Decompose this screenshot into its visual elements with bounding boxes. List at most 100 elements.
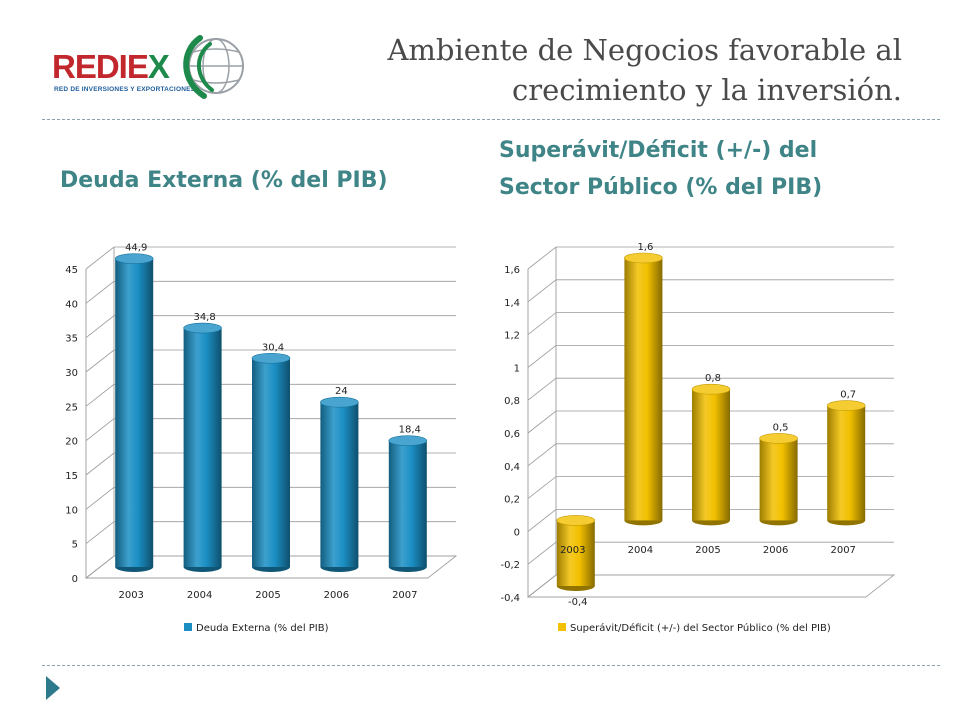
gridline (527, 541, 894, 565)
subtitle-right-line-2: Sector Público (% del PIB) (499, 175, 823, 200)
y-tick-label: 1,2 (504, 331, 520, 342)
page-title: Ambiente de Negocios favorable al crecim… (282, 30, 902, 110)
data-label: 30,4 (262, 342, 284, 353)
bar-2003 (556, 515, 596, 591)
rediex-logo: REDIEX RED DE INVERSIONES Y EXPORTACIONE… (52, 30, 252, 102)
y-tick-label: 0 (72, 574, 78, 585)
bar-body (388, 440, 427, 567)
gridline (527, 312, 894, 335)
bar-2006 (320, 396, 359, 572)
x-tick-label: 2006 (324, 590, 349, 601)
bar-2006 (759, 433, 798, 526)
legend: Superávit/Déficit (+/-) del Sector Públi… (558, 622, 831, 634)
bar-top (320, 396, 359, 408)
x-tick-label: 2006 (763, 545, 788, 556)
x-tick-label: 2007 (392, 590, 417, 601)
x-tick-label: 2003 (560, 545, 585, 556)
bar-2007 (826, 400, 866, 526)
data-label: 44,9 (125, 243, 147, 254)
bar-body (252, 358, 290, 567)
x-tick-label: 2005 (255, 590, 280, 601)
title-line-2: crecimiento y la inversión. (512, 73, 902, 107)
subtitle-right-line-1: Superávit/Déficit (+/-) del (499, 138, 818, 163)
bar-2004 (624, 252, 663, 526)
bar-2007 (388, 435, 428, 572)
legend: Deuda Externa (% del PIB) (184, 623, 329, 634)
bar-top (691, 383, 731, 395)
y-tick-label: 1 (514, 363, 520, 374)
gridline (85, 349, 456, 373)
logo-subtitle: RED DE INVERSIONES Y EXPORTACIONES (54, 86, 196, 93)
y-tick-label: 0 (514, 527, 520, 538)
y-tick-label: -0,4 (500, 593, 520, 604)
gridline (527, 279, 894, 303)
next-slide-arrow-icon[interactable] (46, 676, 60, 700)
bar-top (183, 322, 222, 334)
y-tick-label: 15 (65, 471, 78, 482)
bar-body (183, 328, 222, 567)
data-label: 24 (335, 386, 348, 397)
x-tick-label: 2005 (695, 545, 720, 556)
legend-swatch (558, 623, 566, 631)
subtitle-left: Deuda Externa (% del PIB) (60, 168, 388, 193)
bar-top (251, 352, 291, 364)
legend-label: Deuda Externa (% del PIB) (196, 623, 329, 634)
y-tick-label: 45 (65, 265, 78, 276)
y-tick-label: 40 (65, 299, 78, 310)
bar-2005 (691, 383, 731, 526)
bar-body (624, 258, 663, 521)
bar-body (320, 402, 359, 567)
data-label: 0,5 (773, 422, 789, 433)
chart-deuda-externa: 0 5 10 15 20 25 30 35 40 45 44,9 2003 34,8 2004 30,4 20… (65, 243, 458, 634)
bar-body (115, 258, 154, 567)
bar-body (827, 405, 866, 521)
bar-body (759, 438, 798, 521)
y-tick-label: 35 (65, 334, 78, 345)
data-label: 0,8 (705, 373, 721, 384)
gridline (85, 383, 456, 407)
bar-body (692, 389, 730, 521)
gridline (527, 345, 894, 368)
gridline (527, 246, 894, 270)
y-tick-label: -0,2 (500, 560, 520, 571)
y-tick-label: 0,8 (504, 396, 520, 407)
data-label: -0,4 (568, 597, 588, 608)
gridline (85, 280, 456, 304)
gridline (527, 377, 894, 401)
y-tick-label: 1,6 (504, 265, 520, 276)
data-label: 34,8 (193, 312, 215, 323)
y-tick-label: 1,4 (504, 298, 520, 309)
data-label: 1,6 (637, 242, 653, 253)
bottom-divider (42, 665, 940, 666)
gridline (85, 246, 456, 270)
bar-2005 (251, 352, 291, 572)
bar-2004 (183, 322, 222, 572)
gridline (527, 410, 894, 434)
y-tick-label: 0,4 (504, 462, 520, 473)
bar-top (556, 515, 596, 526)
y-tick-label: 30 (65, 368, 78, 379)
gridline (85, 315, 456, 338)
data-label: 18,4 (399, 425, 421, 436)
data-label: 0,7 (840, 390, 856, 401)
bar-2003 (114, 253, 154, 572)
title-line-1: Ambiente de Negocios favorable al (387, 33, 902, 67)
y-tick-label: 20 (65, 437, 78, 448)
bar-body (556, 520, 595, 586)
y-tick-label: 0,2 (504, 495, 520, 506)
legend-swatch (184, 623, 192, 631)
x-tick-label: 2007 (830, 545, 855, 556)
legend-label: Superávit/Déficit (+/-) del Sector Públi… (570, 622, 831, 634)
x-tick-label: 2004 (628, 545, 653, 556)
bar-top (759, 433, 798, 444)
bar-top (114, 253, 154, 264)
globe-icon (183, 35, 244, 99)
bar-top (624, 252, 663, 264)
x-tick-label: 2003 (118, 590, 143, 601)
bar-top (826, 400, 866, 411)
y-tick-label: 5 (72, 540, 78, 551)
y-tick-label: 0,6 (504, 429, 520, 440)
top-divider (42, 119, 940, 120)
x-tick-label: 2004 (187, 590, 212, 601)
y-tick-label: 25 (65, 402, 78, 413)
